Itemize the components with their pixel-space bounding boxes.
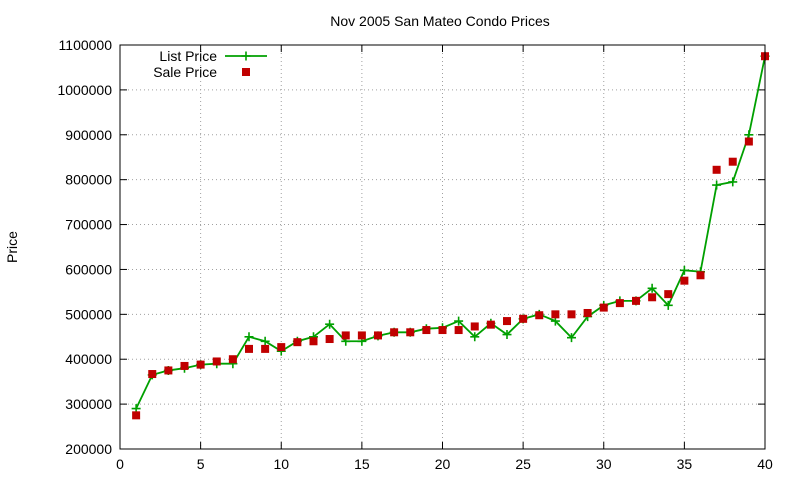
x-tick-label: 40: [757, 456, 773, 472]
list-price-series: [131, 51, 770, 414]
series: [131, 51, 770, 420]
chart-title: Nov 2005 San Mateo Condo Prices: [330, 13, 549, 29]
x-tick-label: 30: [596, 456, 612, 472]
list-price-point: [567, 333, 576, 343]
sale-price-point: [212, 357, 221, 366]
y-tick-label: 200000: [65, 441, 112, 457]
sale-price-point: [132, 411, 141, 420]
list-price-point: [712, 180, 722, 190]
sale-price-point: [503, 317, 511, 326]
sale-price-point: [309, 337, 318, 346]
sale-price-point: [728, 157, 737, 166]
y-tick-labels: 200000 300000 400000 500000 600000 700000 8000…: [57, 37, 112, 457]
y-axis-label: Price: [4, 231, 20, 263]
sale-price-point: [196, 360, 205, 369]
sale-price-point: [277, 343, 286, 352]
list-price-point: [502, 330, 512, 340]
sale-price-point: [664, 290, 673, 299]
y-tick-label: 300000: [65, 396, 112, 412]
y-tick-label: 1000000: [57, 82, 112, 98]
sale-price-point: [632, 296, 640, 305]
sale-price-point: [164, 366, 173, 375]
y-tick-label: 800000: [65, 172, 112, 188]
list-price-point: [679, 265, 689, 275]
list-price-line: [135, 56, 766, 409]
sale-price-point: [648, 293, 657, 302]
sale-price-point: [454, 326, 463, 335]
sale-price-point: [744, 137, 753, 146]
y-tick-label: 400000: [65, 351, 112, 367]
x-tick-label: 25: [515, 456, 531, 472]
sale-price-point: [374, 331, 382, 340]
sale-price-point: [293, 338, 302, 347]
list-price-point: [470, 332, 480, 342]
y-tick-label: 1100000: [59, 37, 113, 53]
sale-price-point: [148, 370, 157, 379]
y-tick-label: 900000: [65, 127, 112, 143]
sale-price-point: [325, 335, 334, 344]
sale-price-point: [422, 326, 431, 335]
sale-price-point: [438, 326, 447, 335]
legend-marker: [241, 51, 251, 61]
legend-label: List Price: [159, 48, 217, 64]
sale-price-point: [615, 299, 624, 308]
sale-price-point: [535, 311, 544, 320]
sale-price-point: [228, 355, 237, 364]
sale-price-point: [696, 271, 705, 280]
x-tick-label: 0: [116, 456, 124, 472]
sale-price-point: [567, 310, 576, 319]
list-price-point: [260, 336, 270, 346]
plot-frame: [119, 44, 766, 450]
sale-price-point: [712, 165, 721, 174]
legend-marker: [242, 68, 250, 76]
list-price-point: [647, 283, 657, 293]
legend-label: Sale Price: [153, 64, 217, 80]
x-tick-label: 35: [677, 456, 693, 472]
list-price-point: [454, 316, 464, 326]
y-tick-label: 600000: [65, 261, 112, 277]
sale-price-point: [390, 328, 399, 337]
x-tick-label: 20: [435, 456, 451, 472]
list-price-point: [325, 319, 335, 329]
sale-price-point: [551, 310, 560, 319]
list-price-point: [663, 300, 673, 310]
sale-price-point: [180, 361, 189, 370]
sale-price-point: [599, 303, 608, 312]
x-tick-label: 5: [197, 456, 205, 472]
sale-price-point: [357, 331, 366, 340]
sale-price-point: [519, 314, 528, 323]
y-tick-label: 700000: [65, 217, 112, 233]
x-tick-label: 15: [354, 456, 370, 472]
sale-price-point: [470, 322, 479, 331]
list-price-point: [728, 177, 738, 187]
sale-price-series: [132, 52, 769, 420]
sale-price-point: [406, 328, 415, 337]
grid: [120, 45, 765, 449]
sale-price-point: [261, 344, 270, 353]
sale-price-point: [486, 320, 495, 329]
sale-price-point: [680, 276, 689, 285]
list-price-point: [244, 332, 254, 342]
sale-price-point: [245, 344, 253, 353]
x-tick-labels: 0 5 10 15 20 25 30 35 40: [116, 456, 773, 472]
sale-price-point: [583, 308, 592, 317]
y-tick-label: 500000: [65, 306, 112, 322]
x-tick-label: 10: [273, 456, 289, 472]
sale-price-point: [341, 331, 350, 340]
